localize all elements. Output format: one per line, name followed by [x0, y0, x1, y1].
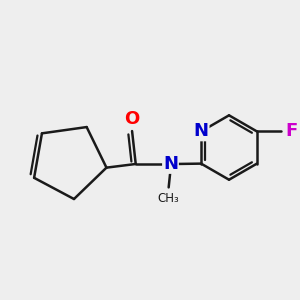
Text: O: O [124, 110, 140, 128]
Text: F: F [285, 122, 297, 140]
Text: N: N [163, 155, 178, 173]
Text: N: N [194, 122, 208, 140]
Text: CH₃: CH₃ [158, 192, 179, 205]
